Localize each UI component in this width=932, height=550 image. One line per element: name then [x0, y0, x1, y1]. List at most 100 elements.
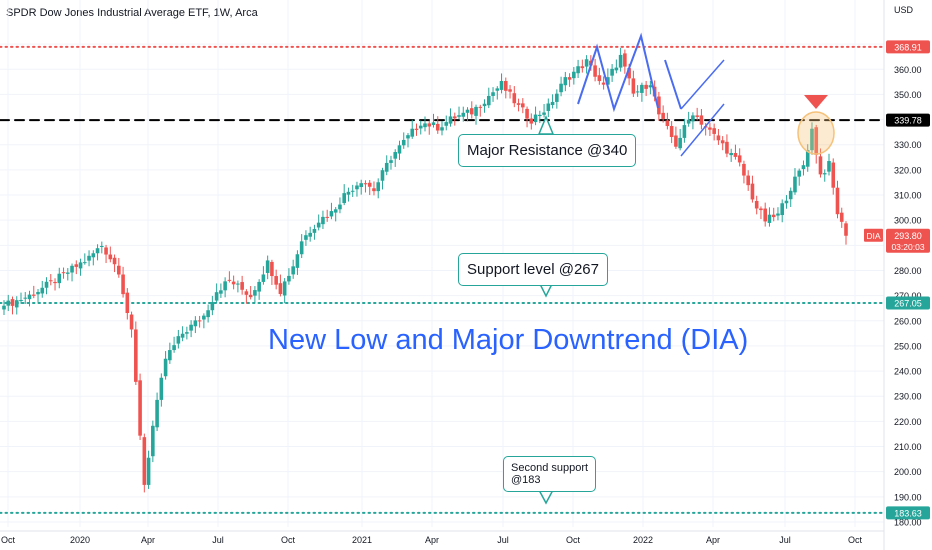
- candle-body: [350, 190, 355, 192]
- candle-body: [231, 281, 236, 285]
- candle-body: [614, 67, 619, 71]
- y-tick-label: 320.00: [894, 165, 922, 175]
- candle-body: [512, 93, 517, 104]
- candle-body: [359, 183, 364, 188]
- candle-body: [839, 212, 844, 222]
- candle-body: [189, 324, 193, 331]
- last-price-text: 293.80: [894, 231, 922, 241]
- candle-body: [491, 92, 495, 96]
- candle-body: [737, 155, 742, 163]
- level-price-text: 339.78: [894, 116, 922, 126]
- candle-body: [550, 101, 555, 106]
- candle-body: [725, 141, 729, 154]
- candle-body: [2, 305, 6, 310]
- x-tick-label: Oct: [281, 535, 296, 545]
- candle-body: [618, 54, 623, 68]
- candle-body: [661, 112, 665, 119]
- x-tick-label: 2021: [352, 535, 372, 545]
- candle-body: [801, 165, 806, 170]
- candle-body: [142, 437, 147, 485]
- candle-body: [546, 103, 551, 111]
- candle-body: [121, 274, 125, 295]
- candle-body: [40, 287, 45, 294]
- candle-body: [746, 175, 750, 186]
- candle-body: [23, 297, 28, 299]
- candle-body: [640, 84, 644, 93]
- candle-body: [593, 65, 597, 77]
- candle-body: [457, 115, 461, 117]
- y-tick-label: 200.00: [894, 467, 922, 477]
- candle-body: [27, 294, 32, 300]
- candle-body: [172, 345, 176, 351]
- x-tick-label: Apr: [425, 535, 439, 545]
- candle-body: [299, 241, 304, 255]
- candle-body: [733, 152, 738, 157]
- wedge-pattern: [664, 59, 682, 110]
- candle-body: [729, 152, 733, 156]
- x-tick-label: Oct: [566, 535, 581, 545]
- candle-body: [827, 161, 831, 172]
- candle-body: [525, 108, 529, 119]
- x-tick-label: Jul: [497, 535, 509, 545]
- candle-body: [329, 211, 334, 217]
- candle-body: [36, 291, 40, 295]
- candle-body: [461, 112, 466, 117]
- candle-body: [499, 81, 504, 90]
- candle-body: [176, 336, 181, 344]
- candle-body: [559, 83, 563, 93]
- candle-body: [831, 162, 836, 188]
- chart-grid: [0, 0, 884, 527]
- candle-body: [44, 281, 49, 288]
- symbol-tag: [864, 228, 883, 242]
- candle-body: [691, 115, 695, 122]
- candle-body: [414, 128, 419, 130]
- candle-body: [797, 170, 802, 177]
- y-tick-label: 190.00: [894, 492, 922, 502]
- candle-body: [265, 260, 270, 273]
- candle-body: [452, 116, 457, 119]
- y-tick-label: 240.00: [894, 367, 922, 377]
- candle-body: [478, 106, 483, 108]
- candle-body: [763, 208, 768, 222]
- candle-body: [219, 290, 223, 294]
- candle-body: [576, 66, 580, 74]
- candle-body: [469, 108, 474, 115]
- x-tick-label: Oct: [848, 535, 863, 545]
- candle-body: [253, 290, 257, 296]
- candle-body: [674, 135, 678, 147]
- candle-body: [759, 208, 763, 211]
- candle-body: [538, 114, 542, 117]
- candle-body: [31, 294, 36, 296]
- candle-body: [367, 182, 372, 187]
- candle-body: [720, 140, 725, 144]
- candle-body: [206, 310, 210, 318]
- candle-body: [410, 128, 415, 137]
- y-tick-label: 210.00: [894, 442, 922, 452]
- resistance-callout: Major Resistance @340: [458, 134, 637, 167]
- candle-body: [597, 75, 602, 82]
- candle-body: [197, 320, 202, 322]
- candle-body: [278, 283, 283, 294]
- candle-body: [584, 59, 589, 67]
- y-tick-label: 270.00: [894, 291, 922, 301]
- candle-body: [465, 109, 470, 113]
- symbol-tag-text: DIA: [866, 231, 881, 241]
- last-price-tag: [886, 228, 930, 253]
- candle-body: [699, 115, 704, 125]
- y-tick-label: 220.00: [894, 417, 922, 427]
- candle-body: [78, 262, 83, 269]
- level-price-tag: [886, 40, 930, 54]
- time-axis: Oct 2020 Apr Jul Oct 2021 Apr Jul Oct 2022 Apr Jul O…: [0, 530, 884, 545]
- candle-body: [10, 299, 15, 306]
- candle-body: [389, 160, 393, 163]
- candle-body: [754, 200, 759, 209]
- candle-body: [682, 125, 687, 138]
- candle-body: [610, 68, 614, 76]
- candle-body: [818, 156, 823, 175]
- candles: [2, 47, 848, 493]
- x-tick-label: Oct: [1, 535, 16, 545]
- candle-body: [835, 187, 840, 215]
- candle-body: [695, 115, 699, 117]
- candle-body: [95, 248, 100, 254]
